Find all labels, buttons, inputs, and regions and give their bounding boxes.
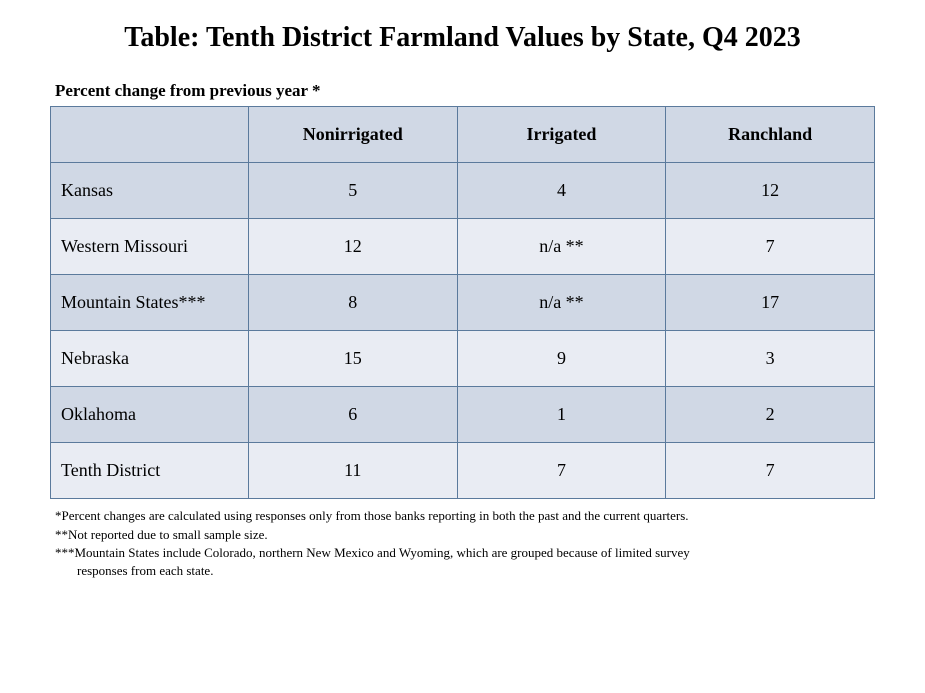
cell-ranchland: 7 bbox=[666, 443, 875, 499]
row-label: Nebraska bbox=[51, 331, 249, 387]
row-label: Kansas bbox=[51, 163, 249, 219]
footnote-3: ***Mountain States include Colorado, nor… bbox=[55, 544, 875, 562]
table-row: Mountain States*** 8 n/a ** 17 bbox=[51, 275, 875, 331]
row-label: Oklahoma bbox=[51, 387, 249, 443]
footnote-1: *Percent changes are calculated using re… bbox=[55, 507, 875, 525]
cell-nonirrigated: 11 bbox=[248, 443, 457, 499]
table-row: Kansas 5 4 12 bbox=[51, 163, 875, 219]
cell-nonirrigated: 8 bbox=[248, 275, 457, 331]
farmland-values-table: Nonirrigated Irrigated Ranchland Kansas … bbox=[50, 106, 875, 499]
table-row: Western Missouri 12 n/a ** 7 bbox=[51, 219, 875, 275]
col-header-ranchland: Ranchland bbox=[666, 107, 875, 163]
table-subtitle: Percent change from previous year * bbox=[50, 81, 875, 101]
col-header-empty bbox=[51, 107, 249, 163]
cell-irrigated: n/a ** bbox=[457, 275, 666, 331]
row-label: Mountain States*** bbox=[51, 275, 249, 331]
cell-irrigated: n/a ** bbox=[457, 219, 666, 275]
cell-irrigated: 1 bbox=[457, 387, 666, 443]
col-header-irrigated: Irrigated bbox=[457, 107, 666, 163]
table-row: Nebraska 15 9 3 bbox=[51, 331, 875, 387]
cell-irrigated: 7 bbox=[457, 443, 666, 499]
table-row: Oklahoma 6 1 2 bbox=[51, 387, 875, 443]
cell-nonirrigated: 15 bbox=[248, 331, 457, 387]
row-label: Tenth District bbox=[51, 443, 249, 499]
cell-nonirrigated: 6 bbox=[248, 387, 457, 443]
cell-ranchland: 17 bbox=[666, 275, 875, 331]
cell-ranchland: 2 bbox=[666, 387, 875, 443]
table-body: Kansas 5 4 12 Western Missouri 12 n/a **… bbox=[51, 163, 875, 499]
col-header-nonirrigated: Nonirrigated bbox=[248, 107, 457, 163]
cell-nonirrigated: 5 bbox=[248, 163, 457, 219]
cell-ranchland: 7 bbox=[666, 219, 875, 275]
cell-nonirrigated: 12 bbox=[248, 219, 457, 275]
cell-irrigated: 9 bbox=[457, 331, 666, 387]
table-title: Table: Tenth District Farmland Values by… bbox=[50, 20, 875, 56]
cell-ranchland: 3 bbox=[666, 331, 875, 387]
table-header-row: Nonirrigated Irrigated Ranchland bbox=[51, 107, 875, 163]
cell-ranchland: 12 bbox=[666, 163, 875, 219]
footnotes: *Percent changes are calculated using re… bbox=[50, 507, 875, 580]
footnote-3-cont: responses from each state. bbox=[55, 562, 875, 580]
table-row: Tenth District 11 7 7 bbox=[51, 443, 875, 499]
row-label: Western Missouri bbox=[51, 219, 249, 275]
cell-irrigated: 4 bbox=[457, 163, 666, 219]
footnote-2: **Not reported due to small sample size. bbox=[55, 526, 875, 544]
